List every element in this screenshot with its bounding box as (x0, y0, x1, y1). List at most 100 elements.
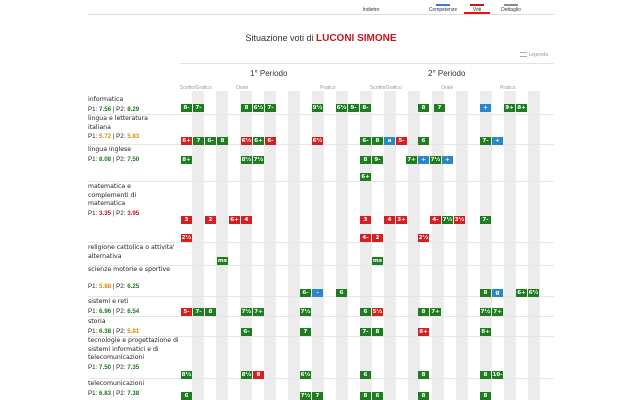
grade-badge[interactable]: 8½ (181, 371, 192, 379)
grade-badge[interactable]: 6+ (516, 289, 527, 297)
grade-badge[interactable]: 4- (430, 216, 441, 224)
grade-badge[interactable]: 2 (205, 216, 216, 224)
grade-badge[interactable]: 8½ (241, 156, 252, 164)
grade-badge[interactable]: 3 (181, 216, 192, 224)
dettaglio-tab[interactable]: Dettaglio (496, 0, 526, 13)
grade-badge[interactable]: 5- (181, 308, 192, 316)
grade-badge[interactable]: 6 (360, 371, 371, 379)
grade-badge[interactable]: 7½ (442, 216, 453, 224)
grade-badge[interactable]: 7½ (241, 308, 252, 316)
grade-badge[interactable]: 7½ (430, 156, 441, 164)
grade-badge[interactable]: 4- (360, 234, 371, 242)
grade-badge[interactable]: ms (217, 257, 228, 265)
grade-badge[interactable]: 6½ (300, 371, 311, 379)
grade-badge[interactable]: 8 (480, 289, 491, 297)
grade-badge[interactable]: 7- (360, 328, 371, 336)
grade-badge[interactable]: 2½ (181, 234, 192, 242)
grade-badge[interactable]: 7+ (492, 308, 503, 316)
grade-badge[interactable]: 8 (241, 104, 252, 112)
grade-badge[interactable]: 7- (480, 216, 491, 224)
grade-badge[interactable]: 7- (193, 104, 204, 112)
grade-badge[interactable]: 6- (205, 137, 216, 145)
grade-badge[interactable]: 9- (372, 156, 383, 164)
grade-badge[interactable]: 5- (396, 137, 407, 145)
grade-badge[interactable]: 3 (360, 216, 371, 224)
grade-badge[interactable]: 6 (418, 137, 429, 145)
grade-badge[interactable]: 6½ (336, 104, 347, 112)
grade-badge[interactable]: 6- (265, 137, 276, 145)
grade-badge[interactable]: + (418, 156, 429, 164)
grade-badge[interactable]: 6+ (229, 216, 240, 224)
grade-badge[interactable]: 2 (372, 234, 383, 242)
grade-badge[interactable]: 6½ (528, 289, 539, 297)
grade-badge[interactable]: 8½ (241, 371, 252, 379)
grade-badge[interactable]: 8 (360, 156, 371, 164)
grade-badge[interactable]: 3+ (396, 216, 407, 224)
grade-badge[interactable]: 6+ (360, 173, 371, 181)
grade-badge[interactable]: 7+ (253, 308, 264, 316)
grade-badge[interactable]: 6 (360, 308, 371, 316)
grade-badge[interactable]: 7+ (406, 156, 417, 164)
legenda-button[interactable]: Legenda (519, 52, 548, 58)
grade-badge[interactable]: 8 (480, 371, 491, 379)
grade-badge[interactable]: 10- (492, 371, 503, 379)
grade-badge[interactable]: 6½ (253, 104, 264, 112)
grade-badge[interactable]: 8+ (480, 328, 491, 336)
grade-badge[interactable]: 7+ (430, 308, 441, 316)
grade-badge[interactable]: 6½ (241, 137, 252, 145)
grade-badge[interactable]: 8 (418, 392, 429, 400)
grade-badge[interactable]: 7 (300, 328, 311, 336)
grade-badge[interactable]: 9½ (312, 104, 323, 112)
grade-badge[interactable]: 7½ (300, 308, 311, 316)
grade-badge[interactable]: 8 (372, 137, 383, 145)
grade-badge[interactable]: 8 (480, 392, 491, 400)
grade-badge[interactable]: 7- (193, 308, 204, 316)
grade-badge[interactable]: 8 (253, 371, 264, 379)
grade-badge[interactable]: 6- (241, 328, 252, 336)
grade-badge[interactable]: 6 (181, 392, 192, 400)
grade-badge[interactable]: - (312, 289, 323, 297)
grade-badge[interactable]: 7 (312, 392, 323, 400)
grade-badge[interactable]: 2½ (418, 234, 429, 242)
grade-badge[interactable]: 7½ (480, 308, 491, 316)
grade-badge[interactable]: 6- (300, 289, 311, 297)
grade-badge[interactable]: 7- (265, 104, 276, 112)
grade-badge[interactable]: 8 (217, 137, 228, 145)
grade-badge[interactable]: 8 (418, 104, 429, 112)
grade-badge[interactable]: 6+ (181, 137, 192, 145)
grade-badge[interactable]: 9- (348, 104, 359, 112)
grade-badge[interactable]: 8+ (181, 156, 192, 164)
grade-badge[interactable]: 8 (205, 308, 216, 316)
grade-badge[interactable]: 6 (336, 289, 347, 297)
grade-badge[interactable]: 7½ (300, 392, 311, 400)
grade-badge[interactable]: 7- (480, 137, 491, 145)
grade-badge[interactable]: 8+ (516, 104, 527, 112)
grade-badge[interactable]: 8- (360, 104, 371, 112)
grade-badge[interactable]: 7 (434, 104, 445, 112)
grade-badge[interactable]: 6+ (253, 137, 264, 145)
grade-badge[interactable]: 8 (372, 328, 383, 336)
grade-badge[interactable]: 9+ (504, 104, 515, 112)
grade-badge[interactable]: 7 (193, 137, 204, 145)
grade-badge[interactable]: 8+ (418, 328, 429, 336)
grade-badge[interactable]: 4 (384, 216, 395, 224)
back-button[interactable]: Indietro (356, 0, 386, 13)
grade-badge[interactable]: g (492, 289, 503, 297)
grade-badge[interactable]: + (480, 104, 491, 112)
grade-badge[interactable]: 6- (360, 137, 371, 145)
competenze-tab[interactable]: Competenze (427, 0, 459, 13)
grade-badge[interactable]: + (492, 137, 503, 145)
grade-badge[interactable]: 8 (418, 371, 429, 379)
grade-badge[interactable]: 6 (372, 392, 383, 400)
grade-badge[interactable]: 6½ (312, 137, 323, 145)
grade-badge[interactable]: a (384, 137, 395, 145)
grade-badge[interactable]: 3½ (454, 216, 465, 224)
grade-badge[interactable]: + (442, 156, 453, 164)
grade-badge[interactable]: 8 (360, 392, 371, 400)
grade-badge[interactable]: 8- (181, 104, 192, 112)
grade-badge[interactable]: 4 (241, 216, 252, 224)
grade-badge[interactable]: 7½ (253, 156, 264, 164)
voti-tab[interactable]: Voti (464, 0, 490, 14)
grade-badge[interactable]: 8 (418, 308, 429, 316)
grade-badge[interactable]: ms (372, 257, 383, 265)
